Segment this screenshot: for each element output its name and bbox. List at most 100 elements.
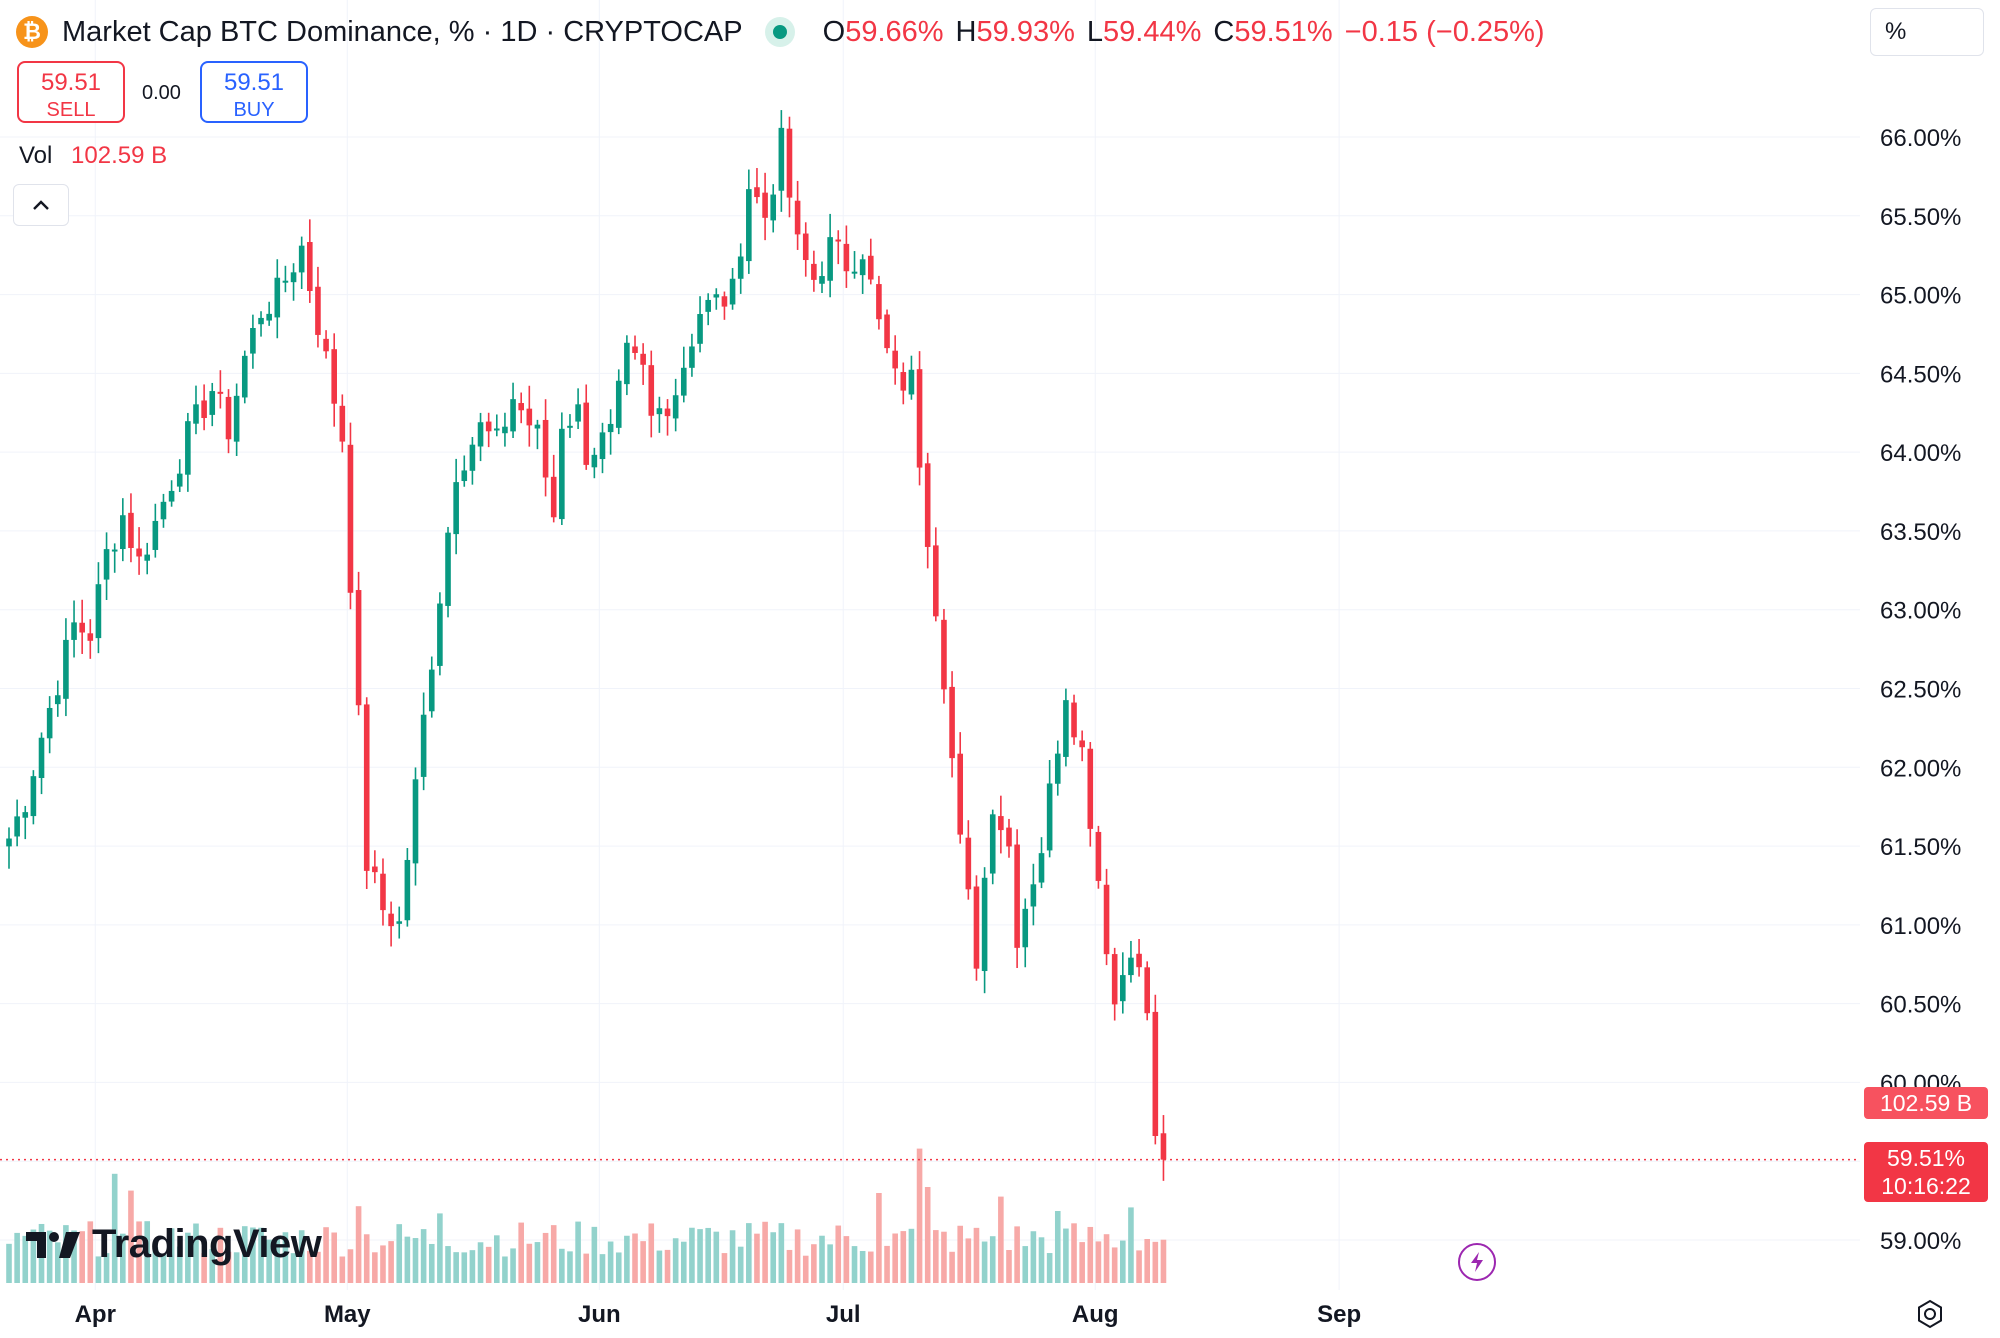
x-tick-label: Apr <box>75 1301 116 1328</box>
volume-bar <box>1120 1240 1126 1283</box>
tradingview-logo[interactable]: TradingView <box>24 1222 322 1267</box>
volume-bar <box>664 1249 671 1283</box>
sell-label: SELL <box>46 99 96 121</box>
volume-bar <box>103 1253 110 1283</box>
volume-bar <box>1006 1250 1012 1283</box>
candle-body <box>1087 748 1094 829</box>
volume-bar <box>46 1230 53 1283</box>
candle-body <box>502 426 508 434</box>
volume-bar <box>1022 1246 1029 1283</box>
candle-body <box>884 314 890 349</box>
candle-body <box>770 194 777 221</box>
volume-bar <box>648 1223 655 1283</box>
volume-bar <box>1063 1228 1069 1283</box>
candle-body <box>95 584 102 639</box>
volume-bar <box>477 1242 484 1283</box>
volume-bar <box>445 1246 451 1283</box>
candle-body <box>372 866 378 873</box>
collapse-legend-button[interactable] <box>13 184 69 226</box>
x-tick-label: Aug <box>1072 1301 1119 1328</box>
volume-bar <box>851 1246 858 1283</box>
volume-bar <box>941 1231 947 1283</box>
volume-bar <box>542 1232 549 1283</box>
volume-bar <box>404 1236 411 1283</box>
volume-bar <box>420 1229 427 1283</box>
volume-bar <box>1136 1250 1142 1283</box>
sell-button[interactable]: 59.51 SELL <box>17 61 125 123</box>
candle-body <box>1152 1011 1159 1137</box>
candle-body <box>680 367 687 396</box>
candle-body <box>957 753 964 835</box>
volume-bar <box>949 1251 955 1283</box>
volume-bar <box>607 1241 614 1283</box>
candle-body <box>103 549 110 580</box>
candle-body <box>867 255 874 280</box>
candle-body <box>1071 702 1077 738</box>
volume-bar <box>859 1250 866 1283</box>
candle-body <box>534 424 541 429</box>
candle-body <box>258 317 264 325</box>
volume-bar <box>1014 1226 1020 1283</box>
candle-body <box>420 714 427 777</box>
candle-body <box>274 277 281 318</box>
volume-bar <box>30 1229 37 1283</box>
candle-body <box>30 776 37 817</box>
candle-body <box>559 428 565 520</box>
candle-body <box>461 470 468 482</box>
candle-body <box>63 639 69 699</box>
volume-bar <box>534 1242 541 1283</box>
candle-body <box>225 396 232 440</box>
candle-body <box>477 422 484 447</box>
candle-body <box>428 669 435 712</box>
volume-bar <box>989 1236 996 1283</box>
candle-body <box>981 877 988 972</box>
grid-lines <box>0 0 1860 1290</box>
candle-body <box>412 779 419 864</box>
bitcoin-icon: ₿ <box>16 16 48 48</box>
y-tick-label: 65.00% <box>1880 283 1961 310</box>
candle-body <box>640 353 646 365</box>
candle-body <box>331 349 337 404</box>
volume-bar <box>225 1251 232 1283</box>
buy-button[interactable]: 59.51 BUY <box>200 61 308 123</box>
candle-body <box>599 432 606 460</box>
volume-bar <box>315 1251 321 1283</box>
unit-toggle[interactable]: % <box>1870 8 1984 56</box>
volume-bar <box>331 1232 337 1283</box>
volume-bar <box>884 1245 890 1283</box>
volume-bar <box>721 1253 728 1283</box>
candle-body <box>851 271 858 274</box>
settings-icon[interactable] <box>1914 1298 1946 1330</box>
lightning-icon[interactable] <box>1458 1243 1496 1281</box>
candle-body <box>469 444 476 471</box>
volume-bar <box>485 1246 492 1283</box>
y-tick-label: 64.50% <box>1880 361 1961 388</box>
volume-bar <box>786 1249 793 1283</box>
volume-bar <box>762 1221 768 1283</box>
candle-body <box>908 369 915 395</box>
sell-price: 59.51 <box>40 69 102 96</box>
ohlc-close-value: 59.51% <box>1234 15 1333 48</box>
volume-bar <box>754 1233 760 1283</box>
volume-bar <box>819 1235 825 1283</box>
candle-body <box>1079 740 1085 748</box>
x-tick-label: May <box>324 1301 371 1328</box>
logo-text: TradingView <box>92 1222 322 1266</box>
volume-bar <box>168 1228 175 1283</box>
y-tick-label: 61.50% <box>1880 834 1961 861</box>
volume-bar <box>323 1227 329 1283</box>
volume-bar <box>575 1221 581 1283</box>
volume-bar <box>689 1227 695 1283</box>
buy-label: BUY <box>233 99 275 121</box>
candle-body <box>485 421 492 432</box>
ohlc-high-label: H <box>955 15 977 48</box>
volume-bar <box>1095 1241 1102 1283</box>
ohlc-open-label: O <box>822 15 846 48</box>
symbol-title[interactable]: Market Cap BTC Dominance, % · 1D · CRYPT… <box>62 15 743 48</box>
y-tick-label: 66.00% <box>1880 125 1961 152</box>
volume-legend: Vol 102.59 B <box>19 142 167 170</box>
candle-body <box>778 127 785 191</box>
candle-body <box>754 187 760 198</box>
candle-body <box>152 520 159 550</box>
